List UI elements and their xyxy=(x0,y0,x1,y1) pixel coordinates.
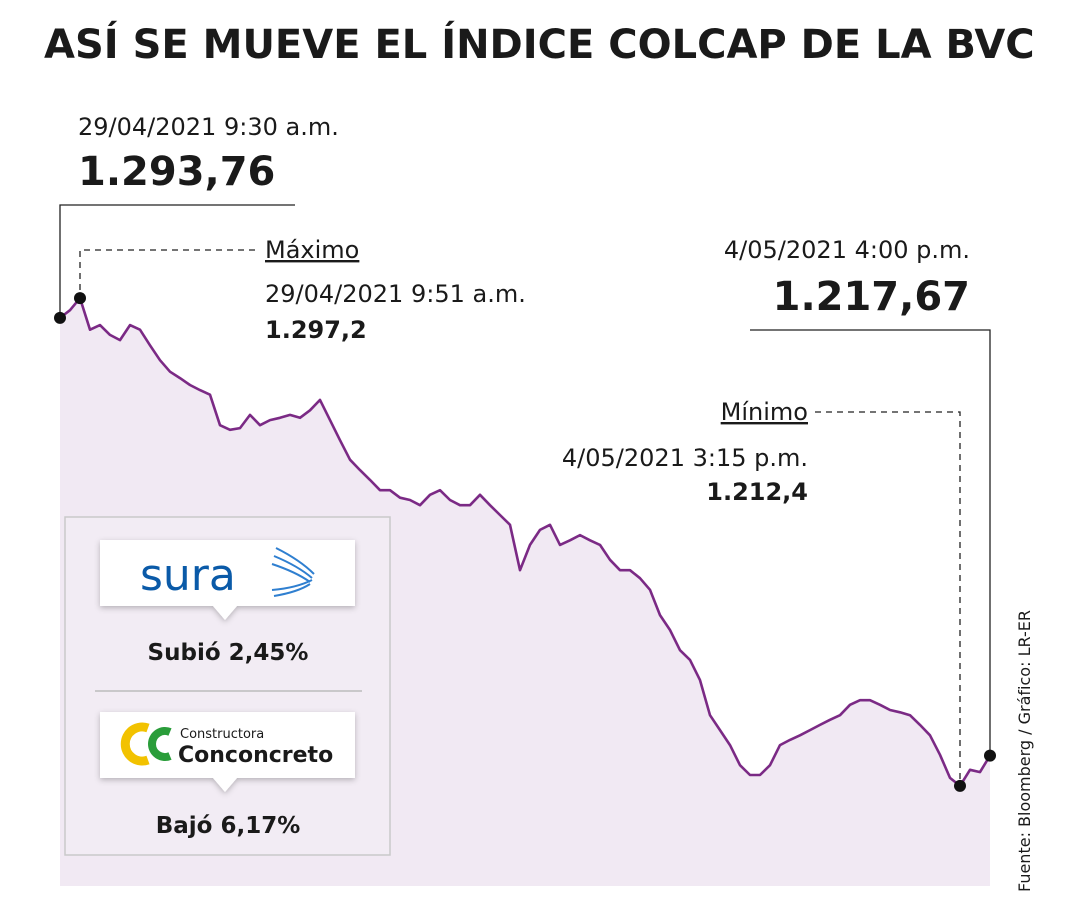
callout-time: 29/04/2021 9:30 a.m. xyxy=(78,113,339,141)
source: Fuente: Bloomberg / Gráfico: LR-ER xyxy=(1015,610,1034,892)
chart-title: ASÍ SE MUEVE EL ÍNDICE COLCAP DE LA BVC xyxy=(44,20,1035,68)
line xyxy=(59,296,992,788)
callout-time: 4/05/2021 3:15 p.m. xyxy=(562,444,808,472)
point xyxy=(984,749,996,762)
leader-line xyxy=(59,204,295,318)
callout-value: 1.212,4 xyxy=(706,478,808,506)
point xyxy=(54,311,66,324)
point xyxy=(954,779,966,792)
conconcreto-logo: Conconcreto xyxy=(178,743,333,768)
leader-line xyxy=(815,411,961,786)
callout-value: 1.217,67 xyxy=(773,274,970,320)
sura-logo: sura xyxy=(140,550,236,601)
logo-small: Constructora xyxy=(180,727,264,742)
logo-c2 xyxy=(148,727,172,761)
leader-line xyxy=(79,249,255,299)
stock-change: Subió 2,45% xyxy=(148,640,309,666)
callouts: 29/04/2021 9:30 a.m. 1.293,76 Máximo 29/04/… xyxy=(54,113,996,792)
callout-heading: Máximo xyxy=(265,236,359,264)
logo-c1 xyxy=(120,722,150,766)
stock-change: Bajó 6,17% xyxy=(156,813,301,839)
callout-value: 1.293,76 xyxy=(78,149,275,195)
callout-heading: Mínimo xyxy=(721,398,808,426)
sura-wing xyxy=(271,547,315,597)
callout-time: 29/04/2021 9:51 a.m. xyxy=(265,280,526,308)
leader-line xyxy=(750,329,991,756)
callout-time: 4/05/2021 4:00 p.m. xyxy=(724,236,970,264)
point xyxy=(74,292,86,305)
callout-value: 1.297,2 xyxy=(265,316,367,344)
